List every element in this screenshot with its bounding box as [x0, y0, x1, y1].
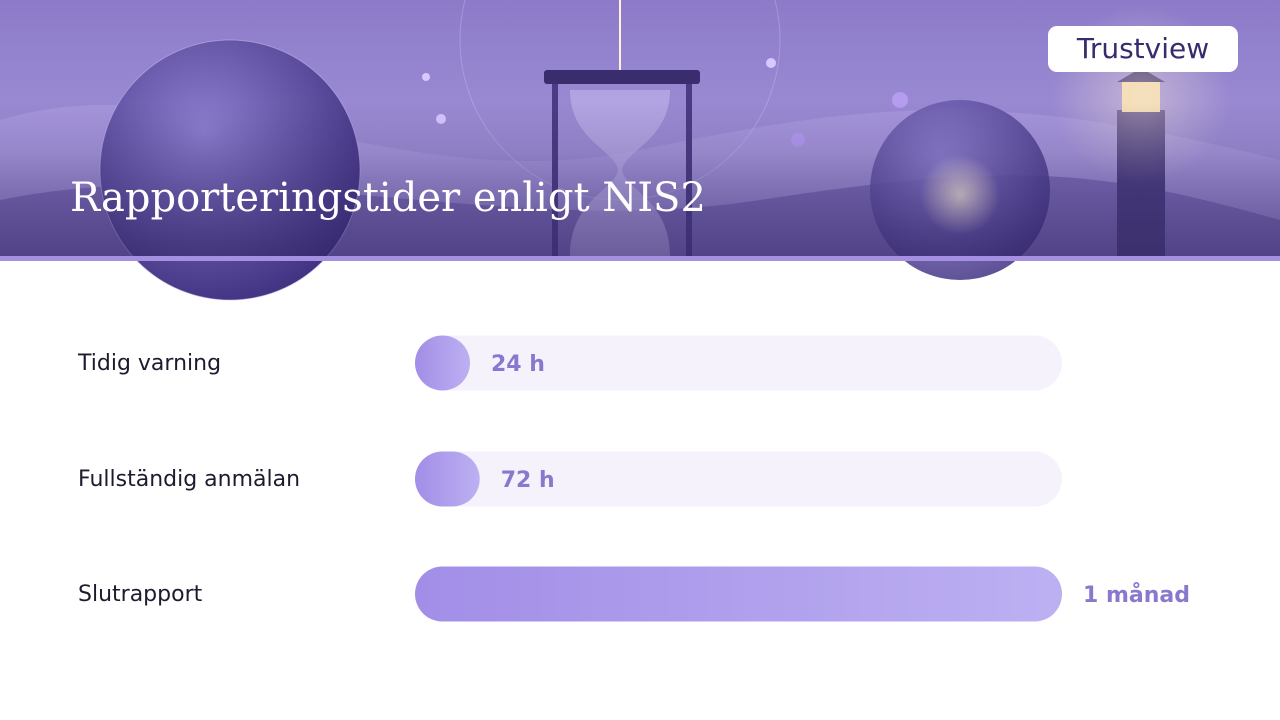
category-label: Tidig varning [77, 351, 221, 376]
logo-box [1048, 26, 1238, 72]
logo: Trustview [1076, 32, 1209, 65]
value-label: 1 månad [1083, 582, 1190, 608]
bar-track [415, 335, 1062, 391]
bar [415, 335, 470, 391]
chart-title: Rapporteringstider enligt NIS2 [70, 175, 706, 221]
value-label: 24 h [491, 352, 545, 377]
bar [415, 566, 1062, 622]
category-label: Fullständig anmälan [78, 467, 300, 492]
bar [415, 451, 480, 507]
bar-track [415, 451, 1062, 507]
plot-area: Tidig varning 24 h Fullständig anmälan 72 h… [77, 335, 1190, 622]
value-label: 72 h [501, 468, 555, 493]
category-label: Slutrapport [78, 582, 203, 607]
